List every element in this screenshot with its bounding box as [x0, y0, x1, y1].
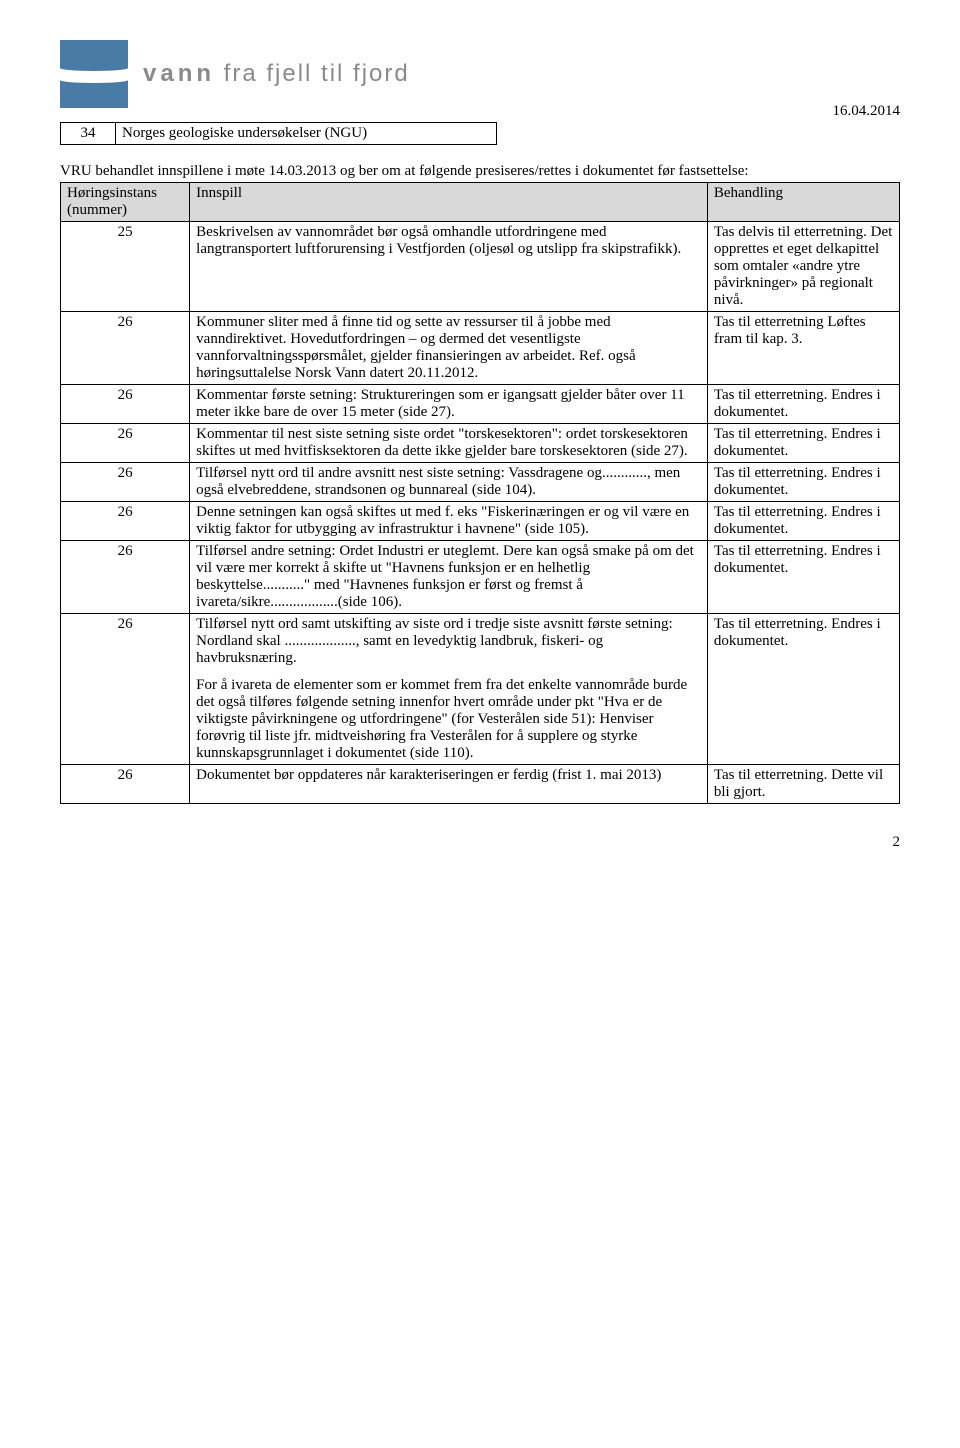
row-num: 26	[61, 463, 190, 502]
logo: vann fra fjell til fjord	[60, 40, 410, 108]
logo-mark	[60, 40, 128, 108]
col-header-behandling: Behandling	[707, 183, 899, 222]
table-row: 26 Kommentar til nest siste setning sist…	[61, 424, 900, 463]
table-row: 25 Beskrivelsen av vannområdet bør også …	[61, 222, 900, 312]
row-num: 26	[61, 385, 190, 424]
top-table-num: 34	[61, 123, 116, 145]
logo-text: vann fra fjell til fjord	[143, 60, 410, 88]
row-num: 26	[61, 614, 190, 765]
row-num: 26	[61, 312, 190, 385]
main-table: Høringsinstans (nummer) Innspill Behandl…	[60, 182, 900, 804]
table-row: 26 Tilførsel nytt ord samt utskifting av…	[61, 614, 900, 765]
col1b: (nummer)	[67, 202, 127, 218]
top-table-text: Norges geologiske undersøkelser (NGU)	[116, 123, 497, 145]
col-header-instans: Høringsinstans (nummer)	[61, 183, 190, 222]
row-num: 25	[61, 222, 190, 312]
table-row: 26 Dokumentet bør oppdateres når karakte…	[61, 765, 900, 804]
row-innspill: Tilførsel andre setning: Ordet Industri …	[190, 541, 708, 614]
row-num: 26	[61, 502, 190, 541]
header: vann fra fjell til fjord	[60, 40, 900, 108]
logo-wave-icon	[60, 68, 128, 80]
row-behandling: Tas til etterretning. Endres i dokumente…	[707, 614, 899, 765]
row-innspill: Denne setningen kan også skiftes ut med …	[190, 502, 708, 541]
page-number: 2	[60, 834, 900, 851]
row-innspill: Dokumentet bør oppdateres når karakteris…	[190, 765, 708, 804]
table-row: 34 Norges geologiske undersøkelser (NGU)	[61, 123, 497, 145]
top-table: 34 Norges geologiske undersøkelser (NGU)	[60, 122, 497, 145]
row-innspill: Tilførsel nytt ord samt utskifting av si…	[190, 614, 708, 765]
table-header-row: Høringsinstans (nummer) Innspill Behandl…	[61, 183, 900, 222]
innspill-p1: Tilførsel nytt ord samt utskifting av si…	[196, 616, 701, 667]
row-innspill: Kommentar første setning: Struktureringe…	[190, 385, 708, 424]
row-num: 26	[61, 765, 190, 804]
row-behandling: Tas delvis til etterretning. Det opprett…	[707, 222, 899, 312]
row-num: 26	[61, 424, 190, 463]
table-row: 26 Tilførsel nytt ord til andre avsnitt …	[61, 463, 900, 502]
table-row: 26 Kommuner sliter med å finne tid og se…	[61, 312, 900, 385]
col1a: Høringsinstans	[67, 185, 157, 201]
innspill-p2: For å ivareta de elementer som er kommet…	[196, 677, 701, 762]
row-num: 26	[61, 541, 190, 614]
row-innspill: Beskrivelsen av vannområdet bør også omh…	[190, 222, 708, 312]
intro-text: VRU behandlet innspillene i møte 14.03.2…	[60, 163, 900, 180]
table-row: 26 Denne setningen kan også skiftes ut m…	[61, 502, 900, 541]
row-innspill: Tilførsel nytt ord til andre avsnitt nes…	[190, 463, 708, 502]
row-behandling: Tas til etterretning. Endres i dokumente…	[707, 502, 899, 541]
row-innspill: Kommentar til nest siste setning siste o…	[190, 424, 708, 463]
row-behandling: Tas til etterretning Løftes fram til kap…	[707, 312, 899, 385]
col-header-innspill: Innspill	[190, 183, 708, 222]
row-innspill: Kommuner sliter med å finne tid og sette…	[190, 312, 708, 385]
row-behandling: Tas til etterretning. Endres i dokumente…	[707, 385, 899, 424]
logo-text-rest: fra fjell til fjord	[215, 60, 410, 87]
table-row: 26 Tilførsel andre setning: Ordet Indust…	[61, 541, 900, 614]
logo-text-bold: vann	[143, 60, 215, 87]
table-row: 26 Kommentar første setning: Struktureri…	[61, 385, 900, 424]
row-behandling: Tas til etterretning. Dette vil bli gjor…	[707, 765, 899, 804]
row-behandling: Tas til etterretning. Endres i dokumente…	[707, 463, 899, 502]
row-behandling: Tas til etterretning. Endres i dokumente…	[707, 541, 899, 614]
row-behandling: Tas til etterretning. Endres i dokumente…	[707, 424, 899, 463]
